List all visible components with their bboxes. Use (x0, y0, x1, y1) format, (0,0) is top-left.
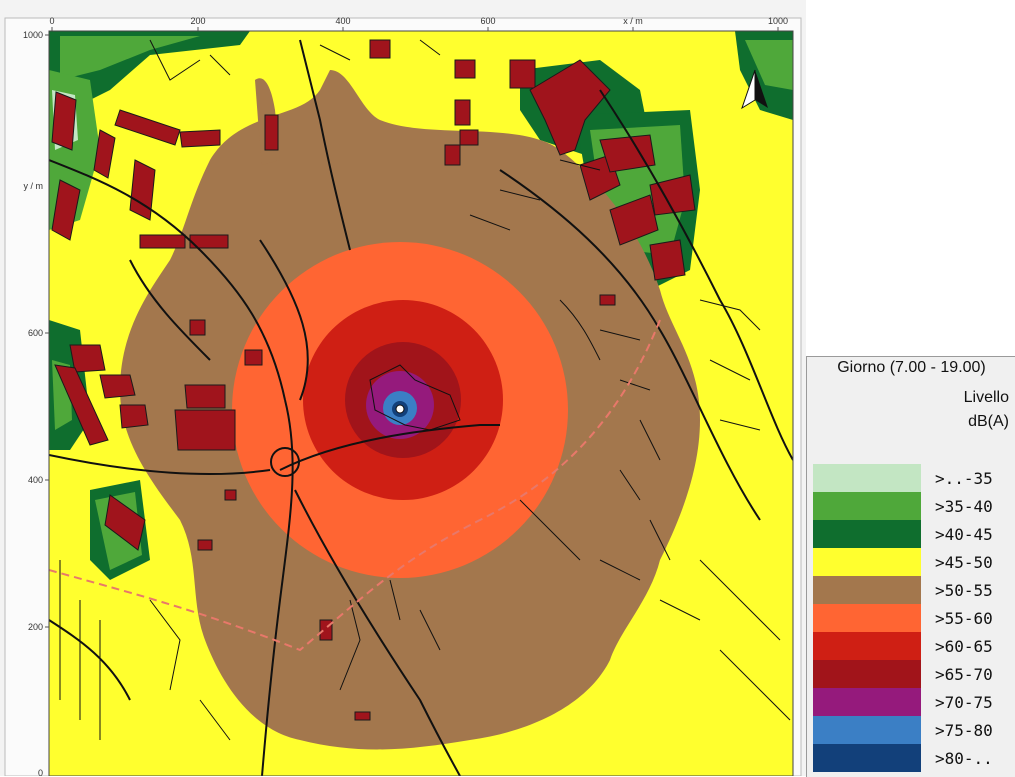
legend-label: >60-65 (935, 637, 993, 656)
legend-swatch (813, 744, 921, 772)
y-tick-label: 0 (38, 768, 43, 776)
legend-item: >65-70 (813, 660, 1015, 688)
legend-item: >35-40 (813, 492, 1015, 520)
legend-swatch (813, 660, 921, 688)
x-tick-label: 1000 (768, 16, 788, 26)
legend-item: >60-65 (813, 632, 1015, 660)
legend-swatch (813, 716, 921, 744)
legend-label: >65-70 (935, 665, 993, 684)
legend-swatch (813, 464, 921, 492)
y-tick-marks (45, 34, 49, 628)
legend-item: >45-50 (813, 548, 1015, 576)
map-details (59, 39, 791, 741)
legend-label: >50-55 (935, 581, 993, 600)
legend-item: >70-75 (813, 688, 1015, 716)
dashed-boundary-line (49, 319, 661, 652)
x-tick-label: 200 (190, 16, 205, 26)
x-tick-marks (51, 27, 779, 31)
legend-swatch (813, 520, 921, 548)
legend-label: >55-60 (935, 609, 993, 628)
y-tick-label: 600 (28, 328, 43, 338)
legend-label: >40-45 (935, 525, 993, 544)
plot-border (48, 30, 794, 776)
buildings (51, 39, 696, 721)
y-tick-label: 200 (28, 622, 43, 632)
legend-subtitle-unit: dB(A) (968, 413, 1009, 430)
legend-label: >75-80 (935, 721, 993, 740)
legend-item: >..-35 (813, 464, 1015, 492)
x-axis-label: x / m (623, 16, 643, 26)
legend-swatch (813, 492, 921, 520)
legend-swatch (813, 688, 921, 716)
noise-contours (49, 31, 793, 776)
legend-subtitle-level: Livello (963, 389, 1009, 406)
legend-swatch (813, 548, 921, 576)
legend-item: >50-55 (813, 576, 1015, 604)
x-tick-label: 0 (49, 16, 54, 26)
legend-label: >70-75 (935, 693, 993, 712)
x-tick-label: 400 (335, 16, 350, 26)
y-tick-label: 1000 (23, 30, 43, 40)
legend-swatch (813, 632, 921, 660)
roads (49, 39, 793, 776)
legend-list: >..-35 >35-40 >40-45 >45-50 >50-55 >55-60 >60-… (813, 464, 1015, 772)
legend-item: >75-80 (813, 716, 1015, 744)
legend-label: >45-50 (935, 553, 993, 572)
legend-swatch (813, 576, 921, 604)
legend-label: >35-40 (935, 497, 993, 516)
x-tick-label: 600 (480, 16, 495, 26)
y-tick-label: 400 (28, 475, 43, 485)
legend-item: >40-45 (813, 520, 1015, 548)
legend-item: >80-.. (813, 744, 1015, 772)
legend-label: >..-35 (935, 469, 993, 488)
legend-panel: Giorno (7.00 - 19.00) Livello dB(A) >..-… (806, 356, 1015, 777)
legend-label: >80-.. (935, 749, 993, 768)
legend-swatch (813, 604, 921, 632)
legend-item: >55-60 (813, 604, 1015, 632)
north-arrow-icon (741, 69, 768, 110)
source-marker (395, 404, 405, 414)
y-axis-label: y / m (24, 181, 44, 191)
legend-title: Giorno (7.00 - 19.00) (837, 359, 986, 376)
